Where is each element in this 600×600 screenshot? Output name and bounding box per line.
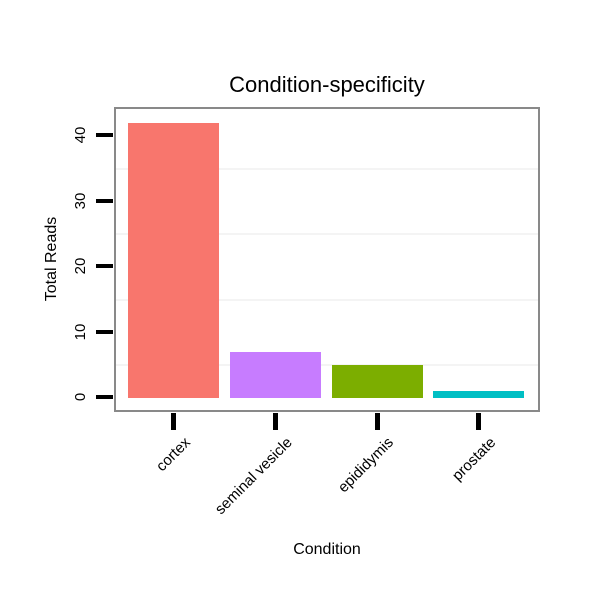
x-axis-title: Condition (293, 541, 361, 558)
x-axis-tick (476, 413, 482, 430)
plot-panel (114, 107, 540, 412)
y-axis-tick (96, 264, 113, 268)
y-tick-label: 40 (72, 126, 89, 144)
x-tick-label: seminal vesicle (211, 434, 296, 518)
bar-prostate (433, 391, 525, 398)
minor-gridline (116, 364, 538, 367)
chart-title: Condition-specificity (229, 72, 425, 97)
minor-gridline (116, 167, 538, 170)
y-tick-label: 0 (72, 392, 89, 402)
y-tick-label: 20 (72, 257, 89, 275)
bar-seminal-vesicle (229, 352, 321, 398)
bar-epididymis (331, 365, 423, 398)
bar-cortex (128, 122, 219, 398)
x-axis-tick (171, 413, 176, 430)
minor-gridline (116, 298, 538, 301)
y-axis-title: Total Reads (43, 216, 60, 302)
x-tick-label: prostate (448, 434, 500, 485)
y-tick-label: 30 (72, 192, 89, 209)
y-axis-tick (96, 329, 113, 334)
x-axis-tick (374, 413, 380, 430)
x-tick-label: epididymis (335, 434, 398, 497)
minor-gridline (116, 233, 538, 236)
y-tick-label: 10 (72, 323, 89, 340)
y-axis-tick (96, 198, 113, 203)
x-tick-label: cortex (152, 434, 194, 475)
y-axis-tick (96, 133, 113, 137)
x-axis-tick (272, 413, 278, 430)
y-axis-tick (96, 395, 113, 399)
